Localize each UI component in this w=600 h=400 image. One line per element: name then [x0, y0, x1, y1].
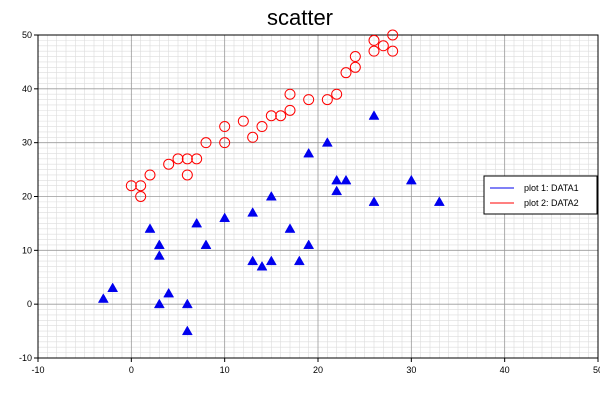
- x-tick-label: 30: [406, 365, 416, 375]
- y-tick-label: 10: [22, 245, 32, 255]
- chart-title: scatter: [267, 5, 333, 30]
- data-point-circle: [340, 67, 352, 79]
- data-point-circle: [125, 180, 137, 192]
- data-point-triangle: [191, 217, 203, 228]
- data-point-circle: [247, 131, 259, 143]
- y-tick-label: 50: [22, 30, 32, 40]
- data-point-triangle: [433, 196, 445, 206]
- data-point-triangle: [293, 255, 305, 266]
- data-point-circle: [284, 88, 296, 100]
- data-point-circle: [181, 169, 193, 181]
- data-point-circle: [135, 191, 147, 202]
- data-point-triangle: [256, 260, 268, 271]
- data-point-triangle: [200, 239, 212, 249]
- data-point-triangle: [153, 239, 165, 249]
- x-tick-label: 10: [220, 365, 230, 375]
- data-point-circle: [368, 45, 380, 57]
- data-point-circle: [349, 51, 361, 63]
- data-point-circle: [200, 137, 212, 149]
- data-point-triangle: [181, 325, 193, 336]
- x-tick-label: 20: [313, 365, 323, 375]
- data-series: [97, 29, 445, 336]
- data-point-circle: [191, 153, 203, 165]
- data-point-triangle: [331, 185, 343, 196]
- data-point-circle: [172, 153, 184, 165]
- data-point-triangle: [340, 174, 352, 185]
- data-point-triangle: [247, 255, 259, 266]
- data-point-circle: [387, 29, 399, 41]
- data-point-circle: [256, 121, 268, 133]
- x-tick-label: 40: [500, 365, 510, 375]
- data-point-circle: [237, 115, 249, 127]
- data-point-triangle: [219, 212, 231, 223]
- data-point-circle: [349, 61, 361, 73]
- y-tick-label: 30: [22, 138, 32, 148]
- data-point-triangle: [368, 196, 380, 206]
- data-point-circle: [163, 158, 175, 170]
- data-point-triangle: [265, 255, 277, 266]
- data-point-circle: [303, 94, 315, 106]
- data-point-triangle: [144, 223, 156, 233]
- data-point-circle: [284, 104, 296, 116]
- data-point-triangle: [163, 287, 175, 298]
- data-point-circle: [387, 45, 399, 57]
- data-point-triangle: [321, 137, 333, 147]
- data-point-triangle: [97, 293, 109, 303]
- data-point-triangle: [107, 282, 119, 293]
- data-point-triangle: [303, 239, 315, 249]
- series-1: [97, 110, 445, 336]
- data-point-circle: [275, 110, 287, 122]
- x-axis-ticks: -10 0 10 20 30 40 50: [31, 358, 600, 375]
- data-point-triangle: [181, 298, 193, 309]
- x-tick-label: -10: [31, 365, 44, 375]
- legend: plot 1: DATA1 plot 2: DATA2: [483, 175, 598, 215]
- data-point-circle: [219, 137, 231, 149]
- x-tick-label: 0: [129, 365, 134, 375]
- x-tick-label: 50: [593, 365, 600, 375]
- legend-label: plot 1: DATA1: [524, 183, 579, 193]
- data-point-triangle: [153, 250, 165, 260]
- legend-box: [483, 175, 598, 215]
- data-point-circle: [219, 121, 231, 133]
- data-point-triangle: [405, 174, 417, 185]
- data-point-triangle: [153, 298, 165, 309]
- data-point-circle: [368, 34, 380, 46]
- y-tick-label: 40: [22, 84, 32, 94]
- data-point-circle: [331, 88, 343, 100]
- data-point-circle: [135, 180, 147, 192]
- data-point-triangle: [331, 174, 343, 185]
- data-point-circle: [144, 169, 156, 181]
- y-axis-ticks: -10 0 10 20 30 40 50: [19, 30, 38, 363]
- series-2: [125, 29, 399, 202]
- y-tick-label: 20: [22, 192, 32, 202]
- data-point-circle: [181, 153, 193, 165]
- data-point-triangle: [303, 147, 315, 158]
- y-tick-label: -10: [19, 353, 32, 363]
- data-point-circle: [377, 40, 389, 52]
- data-point-triangle: [247, 207, 259, 217]
- data-point-triangle: [284, 223, 296, 233]
- data-point-triangle: [265, 190, 277, 201]
- legend-label: plot 2: DATA2: [524, 198, 579, 208]
- data-point-circle: [265, 110, 277, 122]
- y-tick-label: 0: [27, 299, 32, 309]
- data-point-circle: [321, 94, 333, 106]
- data-point-triangle: [368, 110, 380, 120]
